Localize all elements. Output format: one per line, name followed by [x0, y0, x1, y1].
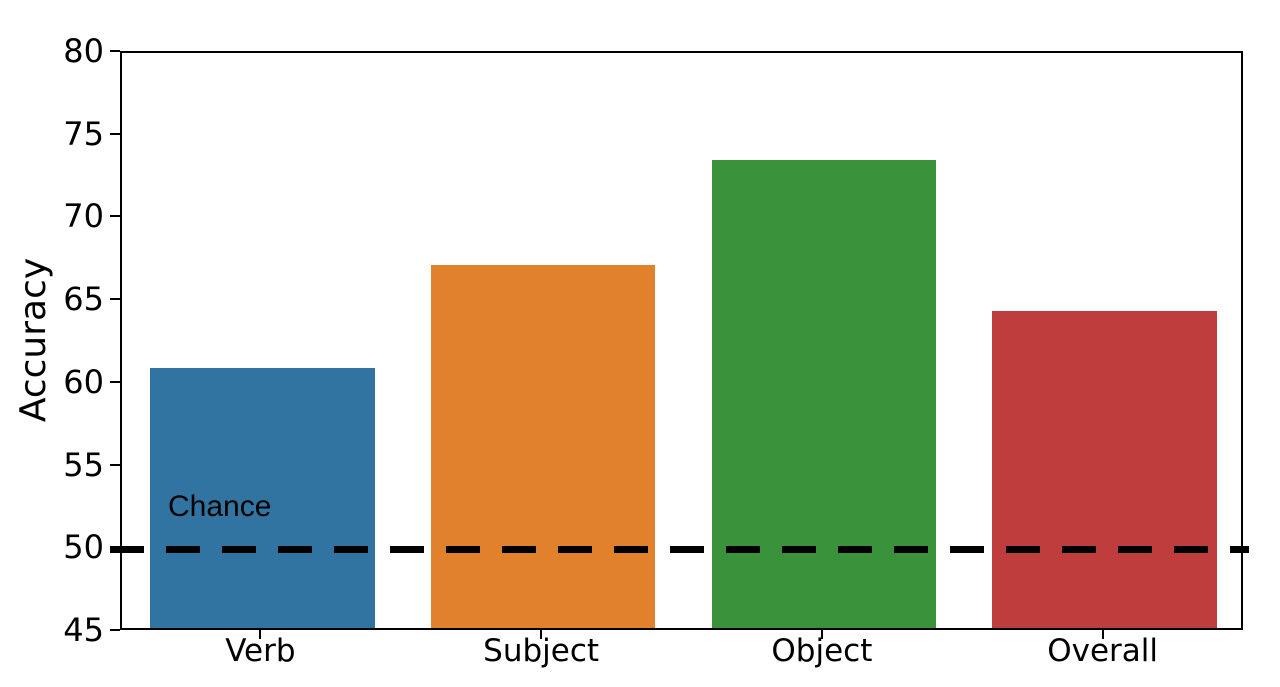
y-tick-mark-45 [110, 629, 120, 631]
y-tick-label-65: 65 [63, 280, 104, 319]
x-tick-label-object: Object [771, 633, 873, 669]
x-tick-mark-verb [259, 630, 262, 639]
y-tick-mark-75 [110, 132, 120, 135]
x-tick-mark-object [820, 630, 823, 639]
x-tick-label-verb: Verb [225, 633, 296, 669]
y-tick-mark-60 [110, 380, 120, 383]
y-tick-mark-80 [110, 50, 120, 52]
y-tick-label-45: 45 [63, 611, 104, 649]
y-tick-mark-70 [110, 215, 120, 218]
y-tick-label-60: 60 [63, 362, 104, 401]
y-tick-label-75: 75 [63, 114, 104, 153]
y-tick-label-50: 50 [63, 528, 104, 567]
chance-label: Chance [168, 490, 272, 523]
bar-object [711, 159, 937, 628]
x-tick-mark-subject [540, 630, 543, 639]
bar-subject [430, 264, 656, 628]
x-tick-label-subject: Subject [483, 633, 600, 669]
x-tick-mark-overall [1101, 630, 1104, 639]
y-tick-label-80: 80 [63, 32, 104, 70]
y-tick-label-70: 70 [63, 197, 104, 236]
y-tick-label-55: 55 [63, 445, 104, 484]
chance-line [110, 545, 1249, 553]
y-tick-mark-65 [110, 298, 120, 301]
plot-area: Chance [110, 51, 1249, 630]
x-tick-label-overall: Overall [1047, 633, 1159, 669]
bar-overall [992, 310, 1217, 628]
bar-verb [150, 368, 375, 628]
y-tick-mark-55 [110, 463, 120, 466]
